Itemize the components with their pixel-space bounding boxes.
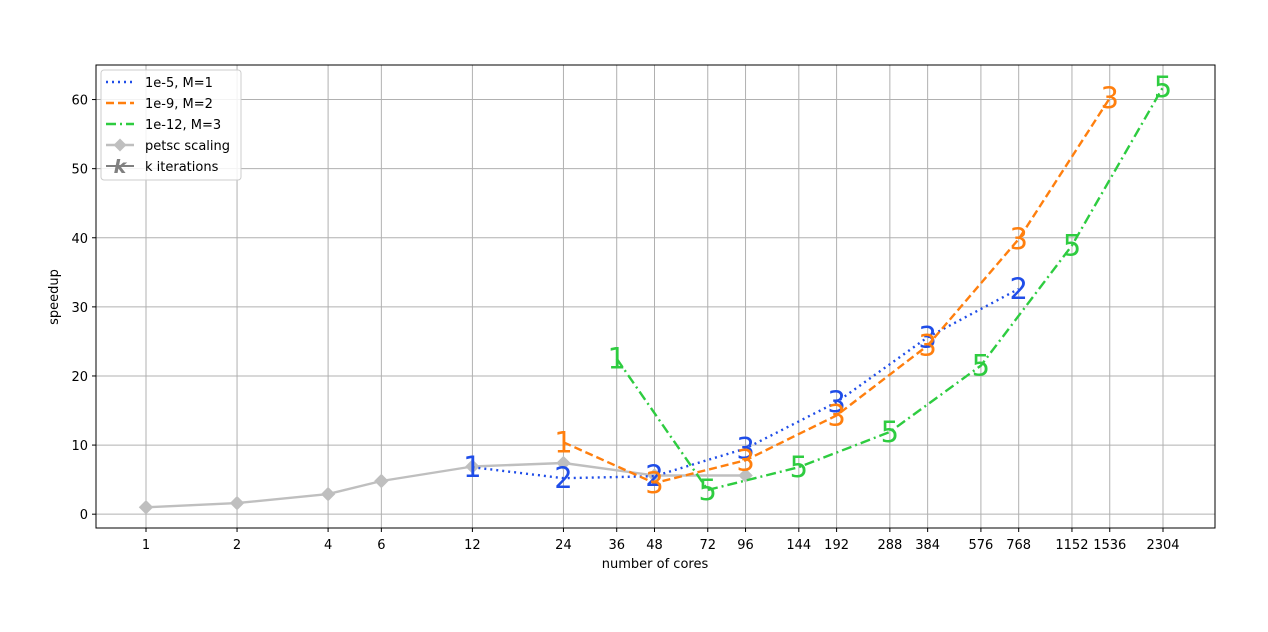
y-tick-label: 40	[71, 232, 88, 247]
petsc-point	[138, 500, 154, 515]
petsc-point	[320, 486, 336, 502]
x-tick-label: 576	[968, 538, 993, 553]
x-tick-label: 144	[786, 538, 811, 553]
legend-entry-label: 1e-5, M=1	[145, 76, 213, 91]
x-tick-label: 768	[1006, 538, 1031, 553]
y-tick-label: 30	[71, 301, 88, 316]
iteration-label: 5	[972, 349, 990, 383]
legend: 1e-5, M=1 1e-9, M=2 1e-12, M=3 petsc scalin…	[100, 69, 242, 181]
y-tick-label: 50	[71, 163, 88, 178]
y-tick-label: 10	[71, 439, 88, 454]
iteration-label: 3	[918, 329, 936, 363]
x-tick-label: 1	[142, 538, 150, 553]
iteration-label: 3	[827, 385, 845, 419]
y-tick-label: 60	[71, 94, 88, 109]
iteration-label: 3	[736, 432, 754, 466]
y-ticks: 0 10 20 30 40 50 60	[71, 94, 96, 523]
x-ticks: 1 2 4 6 12 24 36 48 72 96 144 192 288 384 576 768 1152 15…	[142, 528, 1180, 553]
iteration-label: 5	[1154, 70, 1172, 104]
x-tick-label: 12	[464, 538, 481, 553]
legend-entry-label: petsc scaling	[145, 139, 230, 154]
iteration-label: 2	[1009, 272, 1027, 306]
iteration-label: 5	[699, 473, 717, 507]
x-tick-label: 2	[233, 538, 241, 553]
legend-box	[100, 69, 242, 181]
iteration-label: 3	[736, 443, 754, 477]
legend-entry-label: 1e-9, M=2	[145, 97, 213, 112]
series-line-3	[145, 461, 746, 509]
x-tick-label: 6	[377, 538, 385, 553]
y-axis-label: speedup	[47, 269, 62, 325]
iteration-label: 3	[918, 320, 936, 354]
legend-entry-label: k iterations	[145, 160, 219, 175]
iteration-label: 5	[881, 415, 899, 449]
grid	[96, 65, 1215, 528]
iteration-label: 1	[554, 425, 572, 459]
legend-entry-label: 1e-12, M=3	[145, 118, 221, 133]
x-tick-label: 1536	[1093, 538, 1126, 553]
iteration-label: 2	[645, 459, 663, 493]
iteration-label: 3	[645, 466, 663, 500]
iteration-label: 1	[463, 450, 481, 484]
x-tick-label: 4	[324, 538, 332, 553]
x-tick-label: 36	[608, 538, 625, 553]
x-tick-label: 96	[737, 538, 754, 553]
series-line-1	[563, 97, 1111, 485]
iteration-label: 3	[1101, 81, 1119, 115]
petsc-point	[556, 455, 571, 471]
y-tick-label: 0	[80, 508, 88, 523]
series-lines	[138, 86, 1165, 515]
x-tick-label: 384	[915, 538, 940, 553]
iteration-label: 3	[1009, 222, 1027, 256]
x-axis-label: number of cores	[602, 557, 709, 572]
x-tick-label: 1152	[1055, 538, 1088, 553]
x-tick-label: 48	[646, 538, 663, 553]
iteration-label: 3	[827, 398, 845, 432]
plot-frame	[95, 64, 1216, 529]
iteration-label: 5	[1063, 228, 1081, 262]
y-tick-label: 20	[71, 370, 88, 385]
series-line-2	[615, 86, 1165, 492]
legend-marker	[113, 138, 127, 152]
iteration-label: 1	[607, 342, 625, 376]
x-tick-label: 288	[877, 538, 902, 553]
x-tick-label: 24	[555, 538, 572, 553]
petsc-point	[465, 459, 480, 474]
petsc-point	[374, 473, 389, 489]
x-tick-label: 2304	[1146, 538, 1179, 553]
iteration-label: 5	[790, 450, 808, 484]
petsc-point	[229, 495, 245, 511]
x-tick-label: 192	[824, 538, 849, 553]
x-tick-label: 72	[699, 538, 716, 553]
iteration-label: 2	[554, 461, 572, 495]
series-line-0	[472, 287, 1020, 480]
